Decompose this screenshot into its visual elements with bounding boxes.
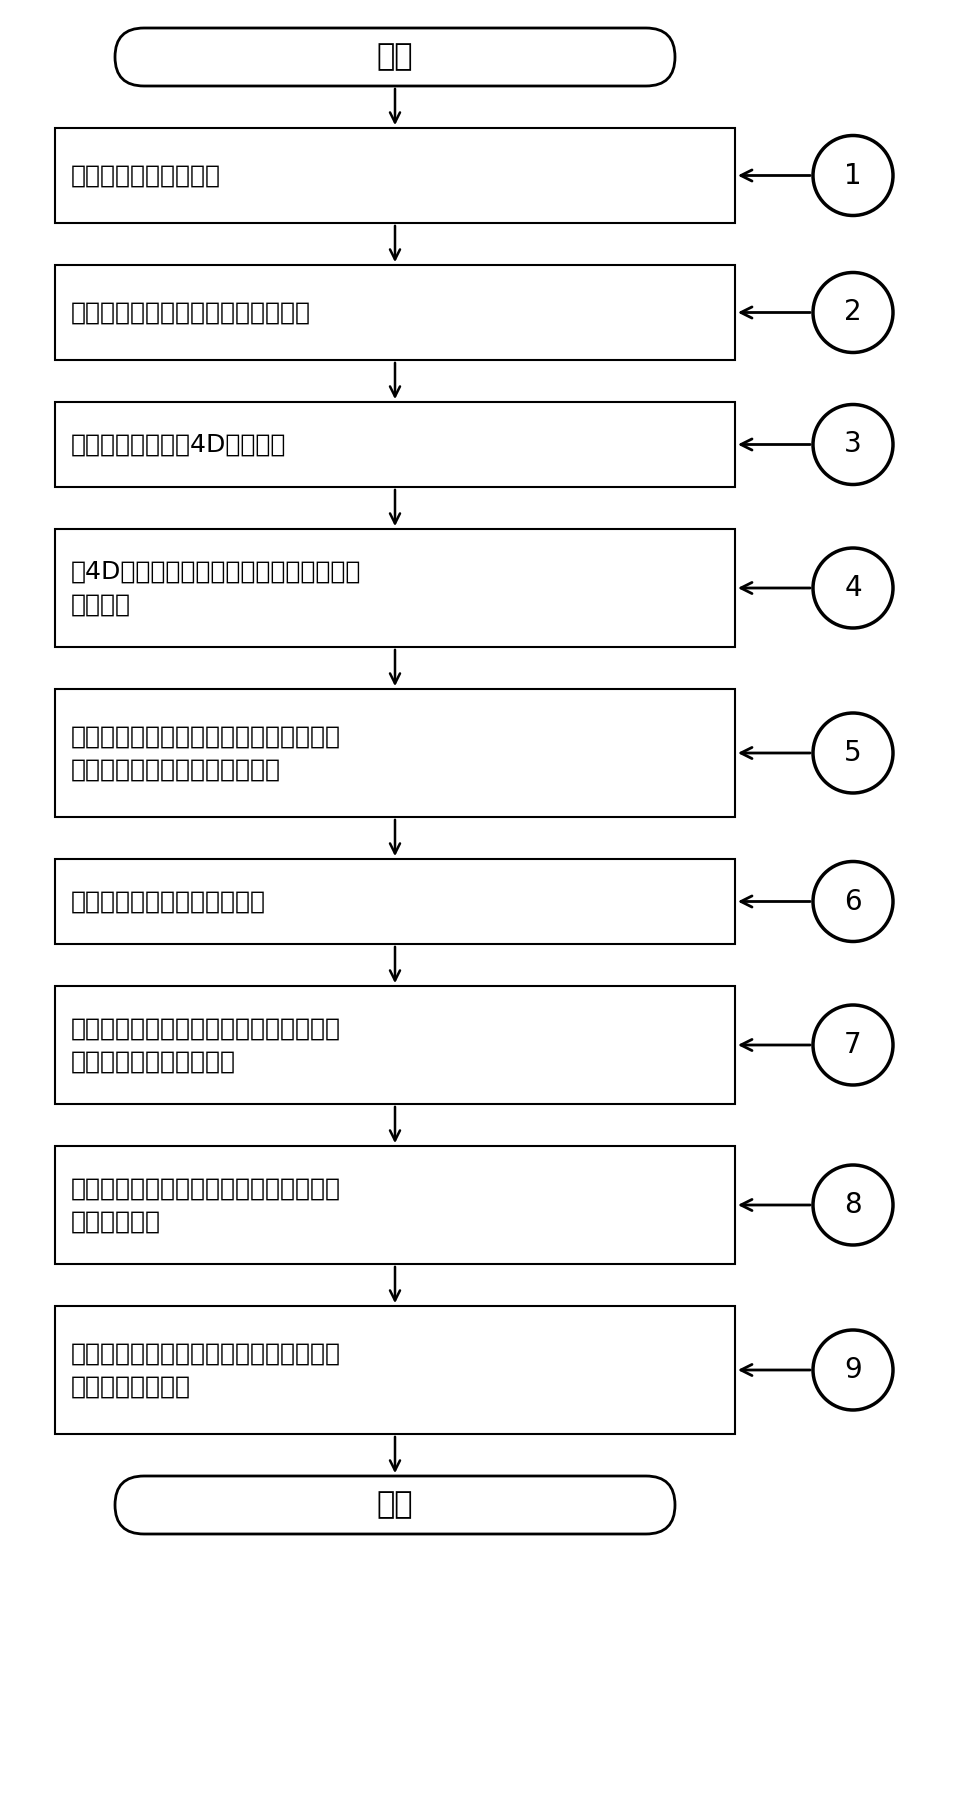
Circle shape [813,136,893,215]
FancyBboxPatch shape [115,29,675,86]
Text: 基于中心子孔径图像上检测的角点集，求
解简化了的模型初始参数: 基于中心子孔径图像上检测的角点集，求 解简化了的模型初始参数 [71,1017,341,1074]
Text: 2: 2 [844,298,862,326]
Text: 在白图像上检测微透镜投影中心位置: 在白图像上检测微透镜投影中心位置 [71,301,311,325]
Circle shape [813,1165,893,1244]
Text: 根据中心子孔径图像的角点位置，选择靶
标图像上可能包含角点的子图像: 根据中心子孔径图像的角点位置，选择靶 标图像上可能包含角点的子图像 [71,724,341,782]
Text: 解码靶标图像，得4D光场数据: 解码靶标图像，得4D光场数据 [71,432,286,457]
FancyBboxPatch shape [55,1146,735,1264]
FancyBboxPatch shape [55,265,735,360]
Text: 开始: 开始 [377,43,413,72]
FancyBboxPatch shape [55,689,735,818]
Text: 基于所选子图像上检测的角点集，估计非
畜变模型参数: 基于所选子图像上检测的角点集，估计非 畜变模型参数 [71,1176,341,1234]
Text: 基于所选子图像上检测的角点集，估计考
虑畜变的模型参数: 基于所选子图像上检测的角点集，估计考 虑畜变的模型参数 [71,1341,341,1399]
Circle shape [813,714,893,793]
Text: 采集白图像和靶标图像: 采集白图像和靶标图像 [71,163,221,188]
FancyBboxPatch shape [55,859,735,943]
Text: 8: 8 [844,1191,862,1219]
Text: 在选择的子图像上，检测角点: 在选择的子图像上，检测角点 [71,889,266,913]
Text: 5: 5 [844,739,862,767]
FancyBboxPatch shape [55,127,735,222]
Text: 结束: 结束 [377,1490,413,1519]
Circle shape [813,1330,893,1409]
Text: 9: 9 [844,1356,862,1384]
Circle shape [813,549,893,628]
Text: 1: 1 [844,161,862,190]
FancyBboxPatch shape [55,529,735,647]
FancyBboxPatch shape [115,1476,675,1535]
Circle shape [813,1006,893,1085]
FancyBboxPatch shape [55,402,735,488]
Text: 7: 7 [844,1031,862,1060]
Text: 噳4D光场数据，生成中心子孔径图像，并
检测角点: 噳4D光场数据，生成中心子孔径图像，并 检测角点 [71,559,361,617]
Circle shape [813,405,893,484]
Circle shape [813,861,893,941]
Text: 3: 3 [844,430,862,459]
Text: 4: 4 [844,574,862,602]
Circle shape [813,273,893,353]
Text: 6: 6 [844,888,862,916]
FancyBboxPatch shape [55,1305,735,1434]
FancyBboxPatch shape [55,986,735,1104]
